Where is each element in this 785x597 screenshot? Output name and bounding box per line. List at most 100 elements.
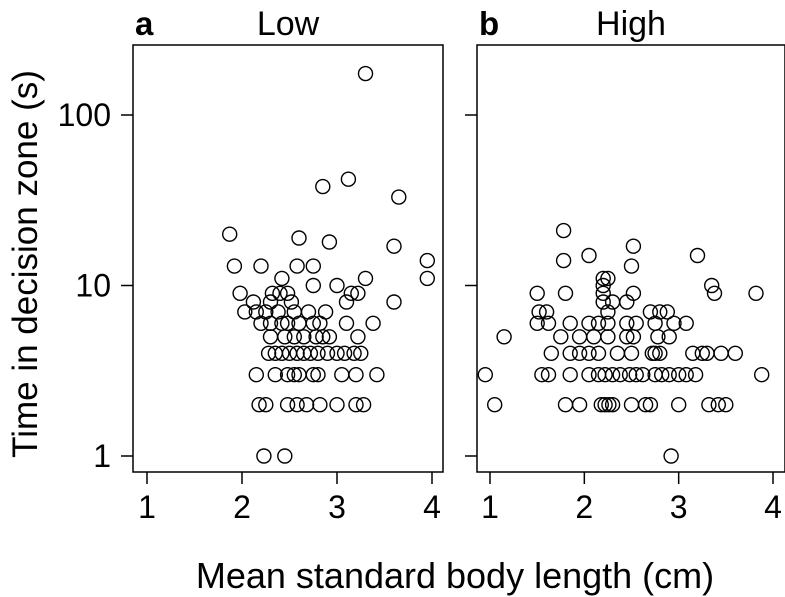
data-point [748, 285, 764, 301]
x-tick-label: 4 [423, 489, 441, 525]
data-point [279, 315, 296, 331]
x-tick-label: 1 [481, 489, 499, 525]
data-point [600, 304, 616, 320]
x-axis-label: Mean standard body length (cm) [196, 555, 714, 596]
data-point [305, 258, 321, 274]
data-point [581, 247, 597, 264]
data-point [319, 345, 336, 361]
data-point [277, 448, 293, 464]
data-point [289, 397, 305, 413]
panel-high: b High 1 2 3 4 [465, 5, 785, 525]
data-point [291, 230, 307, 246]
data-point [274, 345, 290, 361]
data-point [348, 397, 364, 413]
data-point [654, 367, 670, 383]
data-point [553, 329, 569, 345]
data-point [581, 345, 597, 361]
data-point [727, 345, 743, 361]
data-point [260, 345, 277, 361]
data-point [555, 252, 572, 269]
data-point [586, 329, 602, 345]
data-point [652, 304, 668, 320]
data-point [642, 304, 659, 320]
data-point [286, 329, 302, 345]
data-point [713, 345, 729, 361]
data-point [666, 315, 682, 331]
data-point [298, 397, 315, 413]
data-point [305, 277, 321, 294]
data-point [386, 238, 402, 254]
data-point [487, 397, 503, 413]
data-point [604, 367, 621, 383]
data-point [623, 345, 640, 361]
data-point [355, 397, 372, 413]
data-point [329, 277, 345, 294]
data-point [386, 294, 402, 310]
data-point [237, 304, 253, 320]
data-point [286, 367, 302, 383]
data-point [251, 397, 267, 413]
data-point [642, 397, 659, 413]
x-tick-label: 3 [670, 489, 688, 525]
data-point [357, 270, 374, 287]
data-point [296, 329, 312, 345]
data-point [391, 189, 407, 205]
data-point [329, 397, 345, 413]
y-tick-label: 100 [58, 97, 111, 133]
data-point [571, 345, 588, 361]
data-point [302, 345, 319, 361]
data-point [248, 367, 264, 383]
data-point [538, 304, 555, 320]
data-point [258, 397, 274, 413]
data-point [678, 315, 694, 331]
data-point [283, 294, 300, 310]
data-point [357, 65, 374, 82]
data-point [628, 367, 644, 383]
data-point [710, 397, 726, 413]
data-point [245, 294, 262, 310]
data-point [353, 345, 369, 361]
data-point [317, 304, 334, 320]
data-point [312, 397, 328, 413]
data-point [600, 329, 616, 345]
data-point [704, 277, 720, 294]
data-point [557, 397, 574, 413]
data-point [628, 315, 644, 331]
data-point [595, 285, 611, 301]
data-point [540, 315, 557, 331]
data-point [340, 171, 357, 187]
data-point [350, 285, 366, 301]
data-point [226, 258, 243, 274]
data-point [262, 329, 279, 345]
data-point [321, 329, 338, 345]
x-tick-label: 4 [764, 489, 782, 525]
data-point [612, 367, 628, 383]
data-point [338, 315, 355, 331]
data-point [258, 304, 274, 320]
data-point [625, 285, 642, 301]
x-tick-label: 2 [575, 489, 593, 525]
data-point [621, 367, 638, 383]
data-point [663, 448, 679, 464]
data-point [232, 285, 248, 301]
data-point [310, 367, 326, 383]
data-point [264, 285, 281, 301]
data-point [694, 345, 710, 361]
data-point [346, 345, 362, 361]
data-point [221, 226, 238, 242]
data-point [623, 258, 640, 274]
data-point [350, 329, 366, 345]
data-point [534, 367, 550, 383]
data-point [248, 304, 264, 320]
data-point [286, 304, 302, 320]
data-point [300, 304, 317, 320]
data-point [348, 367, 364, 383]
data-point [274, 270, 290, 287]
data-point [600, 270, 616, 287]
data-point [590, 345, 607, 361]
data-point [543, 345, 559, 361]
data-point [338, 294, 355, 310]
data-point [329, 345, 345, 361]
data-point [279, 285, 296, 301]
